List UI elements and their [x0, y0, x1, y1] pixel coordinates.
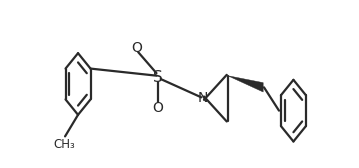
- Text: S: S: [153, 70, 163, 85]
- Text: O: O: [153, 101, 164, 115]
- Text: N: N: [197, 91, 208, 105]
- Polygon shape: [228, 76, 263, 92]
- Text: O: O: [131, 41, 142, 55]
- Text: CH₃: CH₃: [53, 138, 75, 151]
